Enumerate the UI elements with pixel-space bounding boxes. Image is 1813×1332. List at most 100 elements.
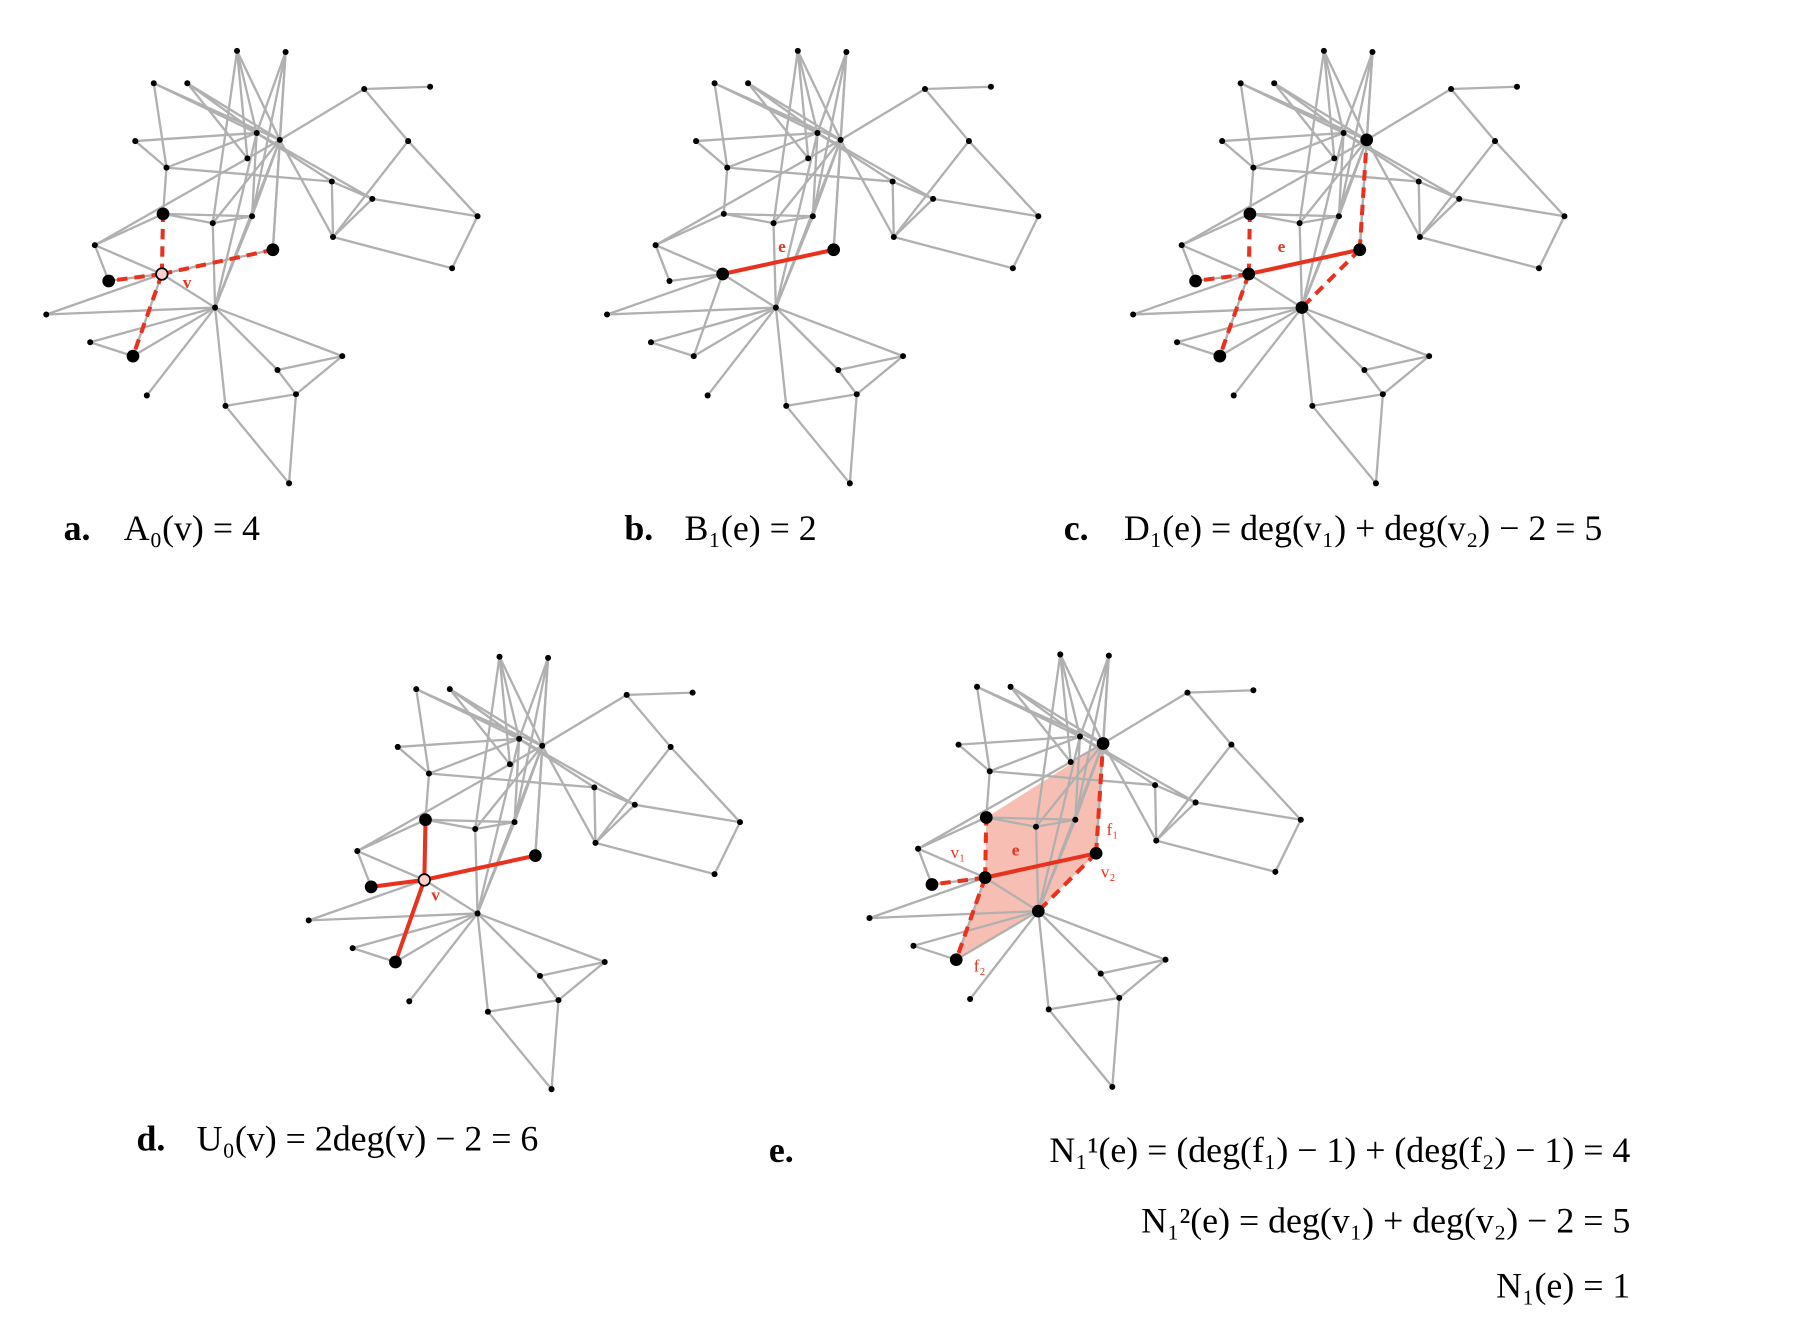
node xyxy=(1174,339,1181,346)
formula: B₁(e) = 2 xyxy=(685,508,817,548)
node xyxy=(1296,220,1303,227)
edge xyxy=(1253,166,1419,183)
node xyxy=(623,691,630,698)
edge xyxy=(625,694,672,748)
node xyxy=(853,391,860,398)
edge xyxy=(832,139,842,250)
edge xyxy=(1322,50,1368,141)
node xyxy=(1067,758,1074,765)
edge xyxy=(606,306,776,316)
edge xyxy=(498,656,521,740)
edge xyxy=(372,197,478,218)
highlight-node xyxy=(1089,846,1103,860)
edge xyxy=(594,803,636,844)
edge xyxy=(271,139,281,250)
node xyxy=(1228,741,1235,748)
node xyxy=(1416,234,1423,241)
highlight-node xyxy=(925,878,939,891)
edge xyxy=(94,157,249,247)
edge xyxy=(1450,88,1496,142)
edge xyxy=(1059,654,1082,737)
node xyxy=(890,234,897,241)
highlight-edge xyxy=(423,853,536,882)
node xyxy=(667,743,674,750)
edge xyxy=(692,273,724,357)
node xyxy=(1372,480,1379,487)
node xyxy=(689,689,696,696)
node xyxy=(1320,47,1327,54)
edge xyxy=(1322,50,1345,134)
edge xyxy=(593,787,597,843)
node xyxy=(1045,1006,1052,1013)
node xyxy=(647,339,654,346)
node xyxy=(184,80,191,87)
edge xyxy=(1249,212,1339,218)
edge xyxy=(356,849,425,881)
highlight-node xyxy=(1096,737,1110,750)
edge xyxy=(706,306,777,397)
edge xyxy=(1037,819,1077,912)
edge xyxy=(308,878,425,922)
edge xyxy=(534,745,544,856)
node xyxy=(1035,213,1042,220)
node xyxy=(1097,970,1104,977)
node xyxy=(1076,733,1083,740)
edge xyxy=(892,198,934,238)
edge xyxy=(1365,139,1421,238)
edge xyxy=(1187,689,1254,694)
edge xyxy=(695,131,818,143)
edge xyxy=(213,307,227,406)
node xyxy=(474,910,481,917)
edge xyxy=(161,273,216,309)
edge xyxy=(816,51,848,134)
edge xyxy=(1252,131,1344,169)
node xyxy=(1331,155,1338,162)
node xyxy=(87,339,94,346)
center-node xyxy=(417,873,431,887)
edge xyxy=(989,770,1156,787)
edge xyxy=(626,691,693,697)
node xyxy=(339,353,346,360)
node xyxy=(967,995,974,1003)
edge xyxy=(1298,50,1326,224)
edge xyxy=(477,912,606,964)
edge xyxy=(650,341,695,358)
highlight-node xyxy=(1243,207,1257,221)
edge xyxy=(89,341,134,358)
highlight-node xyxy=(419,813,432,827)
edge xyxy=(415,688,543,747)
edge xyxy=(332,198,374,238)
center-node xyxy=(155,267,169,281)
edge xyxy=(394,912,479,963)
edge xyxy=(969,910,1040,1000)
edge xyxy=(397,737,520,749)
edge xyxy=(518,737,636,806)
node xyxy=(329,234,337,241)
node xyxy=(511,819,518,826)
node xyxy=(425,770,432,777)
edge xyxy=(134,140,168,169)
node-label: e xyxy=(778,237,786,256)
node xyxy=(249,213,256,220)
node xyxy=(369,195,376,202)
edge xyxy=(1300,215,1341,308)
edge xyxy=(891,181,895,238)
edge xyxy=(279,88,365,141)
highlight-node xyxy=(364,880,378,894)
node xyxy=(1250,687,1257,694)
edge xyxy=(1366,88,1452,141)
edge xyxy=(655,244,724,276)
node xyxy=(910,942,917,949)
node xyxy=(837,136,844,143)
edge xyxy=(650,306,777,344)
edge xyxy=(837,369,858,395)
edge xyxy=(448,688,511,766)
edge xyxy=(747,82,842,141)
edge xyxy=(1155,839,1276,873)
edge xyxy=(407,140,479,218)
edge xyxy=(487,1010,553,1090)
edge xyxy=(163,212,253,218)
edge xyxy=(989,735,1081,773)
edge xyxy=(1037,910,1102,975)
node xyxy=(986,768,993,775)
